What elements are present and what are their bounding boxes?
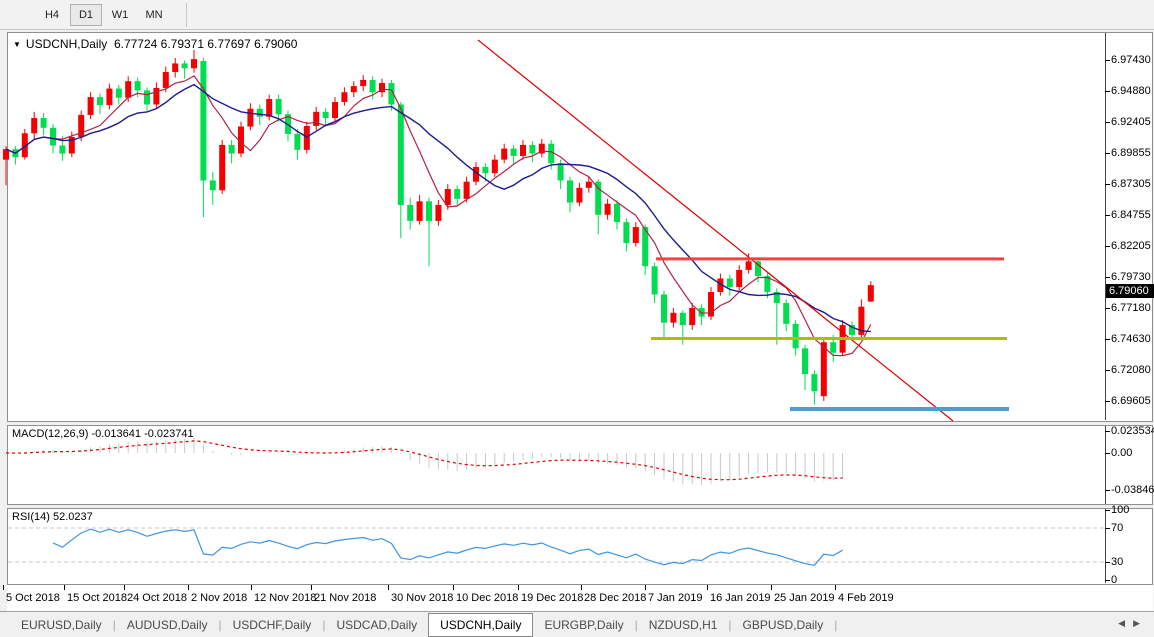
timeframe-button-h4[interactable]: H4 xyxy=(44,8,60,21)
tab-usdcnh[interactable]: USDCNH,Daily xyxy=(428,612,534,637)
tab-separator: | xyxy=(322,617,326,632)
price-chart-panel[interactable] xyxy=(7,32,1153,422)
tab-gbpusd[interactable]: GBPUSD,Daily xyxy=(742,617,824,632)
symbol-tab-bar: EURUSD,Daily | AUDUSD,Daily | USDCHF,Daily | U… xyxy=(0,611,1154,637)
tab-separator: | xyxy=(728,617,732,632)
symbol-dropdown-icon[interactable]: ▼ xyxy=(13,40,21,49)
time-axis[interactable] xyxy=(7,585,1153,611)
chart-symbol-label: USDCNH,Daily xyxy=(25,37,108,51)
chart-ohlc-values: 6.77724 6.79371 6.77697 6.79060 xyxy=(113,37,298,51)
timeframe-toolbar: H4 D1 W1 MN xyxy=(0,0,1154,30)
rsi-indicator-panel[interactable] xyxy=(7,508,1153,585)
current-price-tag: 6.79060 xyxy=(1106,284,1154,298)
toolbar-separator xyxy=(186,2,187,27)
tab-eurusd[interactable]: EURUSD,Daily xyxy=(21,617,102,632)
tab-separator: | xyxy=(634,617,638,632)
timeframe-button-mn[interactable]: MN xyxy=(145,8,163,21)
macd-label: MACD(12,26,9) -0.013641 -0.023741 xyxy=(12,428,194,440)
tab-usdcad[interactable]: USDCAD,Daily xyxy=(336,617,418,632)
rsi-label: RSI(14) 52.0237 xyxy=(12,511,93,523)
tab-separator: | xyxy=(218,617,222,632)
timeframe-button-d1[interactable]: D1 xyxy=(70,3,102,26)
tab-separator: | xyxy=(112,617,116,632)
tab-separator: | xyxy=(834,617,838,632)
chart-title: ▼ USDCNH,Daily 6.77724 6.79371 6.77697 6.… xyxy=(13,37,297,51)
tab-scroll-arrows[interactable]: ◀▶ xyxy=(1118,618,1148,628)
timeframe-button-w1[interactable]: W1 xyxy=(111,8,129,21)
tab-eurgbp[interactable]: EURGBP,Daily xyxy=(544,617,624,632)
tab-nzdusd[interactable]: NZDUSD,H1 xyxy=(648,617,718,632)
tab-audusd[interactable]: AUDUSD,Daily xyxy=(126,617,208,632)
tab-usdchf[interactable]: USDCHF,Daily xyxy=(232,617,312,632)
